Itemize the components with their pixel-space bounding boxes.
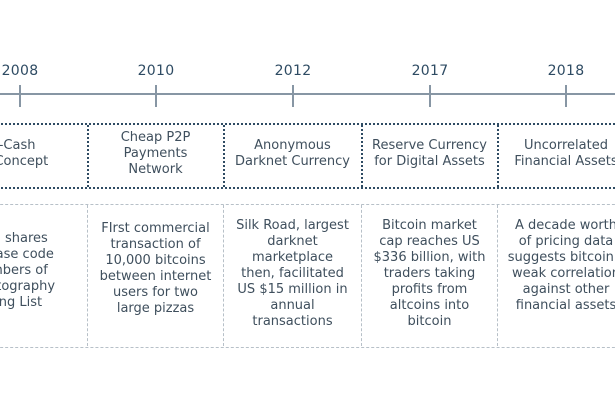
phase-2012-line: Anonymous [254,138,331,153]
year-label-2018: 2018 [547,63,585,79]
phase-2010-line: Cheap P2P [120,130,191,145]
detail-2010-line: FIrst commercial [101,221,210,236]
phase-2010-line: Payments [123,146,188,161]
detail-2017-line: $336 billion, with [373,250,486,265]
detail-2018-line: financial assets [515,298,615,313]
phase-2012-line: Darknet Currency [235,154,350,169]
phase-divider [497,125,499,187]
detail-2018-line: against other [522,282,610,297]
detail-2010-line: 10,000 bitcoins [105,253,206,268]
detail-2017-line: bitcoin [407,314,452,329]
year-label-2017: 2017 [411,63,449,79]
phase-divider [87,125,89,187]
detail-2012-line: marketplace [251,250,334,265]
detail-row-border [0,204,615,348]
phase-2010-line: Network [128,162,183,177]
detail-2012-line: transactions [252,314,333,329]
detail-divider [223,205,224,346]
detail-2008-line: ryptography [0,279,56,294]
phase-2017: Reserve Currency for Digital Assets [362,123,497,185]
detail-2018-line: suggests bitcoin's [507,250,615,265]
detail-2008-line: elease code [0,247,54,262]
detail-2017: Bitcoin market cap reaches US $336 billi… [362,218,497,330]
detail-2017-line: profits from [391,282,468,297]
detail-divider [361,205,362,346]
phase-2018-line: Financial Assets [514,154,615,169]
phase-row-border [0,123,615,189]
detail-2018: A decade worth of pricing data suggests … [498,218,615,314]
detail-2017-line: Bitcoin market [382,218,477,233]
phase-2017-line: Reserve Currency [372,138,487,153]
axis-tick-2008 [19,85,21,107]
detail-2008-line: shi shares [0,231,48,246]
detail-divider [87,205,88,346]
phase-2008-line: E-Cash [0,138,36,153]
detail-2012: Silk Road, largest darknet marketplace t… [224,218,361,330]
detail-2018-line: weak correlation [511,266,615,281]
year-label-2010: 2010 [137,63,175,79]
detail-2010-line: users for two [113,285,198,300]
detail-2017-line: cap reaches US [379,234,480,249]
phase-2018: Uncorrelated Financial Assets [498,123,615,185]
year-label-2008: 2008 [1,63,39,79]
phase-divider [361,125,363,187]
phase-2010: Cheap P2P Payments Network [88,123,223,185]
detail-2012-line: Silk Road, largest [236,218,349,233]
axis-tick-2012 [292,85,294,107]
detail-2012-line: darknet [267,234,318,249]
axis-tick-2017 [429,85,431,107]
detail-2017-line: altcoins into [389,298,470,313]
phase-2008-line: of Concept [0,154,49,169]
detail-2018-line: A decade worth [514,218,615,233]
detail-2010-line: transaction of [110,237,201,252]
detail-divider [497,205,498,346]
axis-tick-2018 [565,85,567,107]
phase-2008: E-Cash of Concept [0,123,86,185]
detail-2012-line: annual [270,298,315,313]
detail-2012-line: US $15 million in [237,282,348,297]
phase-2018-line: Uncorrelated [524,138,608,153]
detail-2010: FIrst commercial transaction of 10,000 b… [88,221,223,317]
detail-2008-line: embers of [0,263,48,278]
phase-2017-line: for Digital Assets [374,154,485,169]
detail-2010-line: between internet [99,269,212,284]
phase-2012: Anonymous Darknet Currency [224,123,361,185]
year-label-2012: 2012 [274,63,312,79]
detail-2012-line: then, facilitated [241,266,344,281]
detail-2018-line: of pricing data [518,234,614,249]
axis-tick-2010 [155,85,157,107]
timeline-axis [0,93,615,95]
phase-divider [223,125,225,187]
detail-2017-line: traders taking [383,266,476,281]
detail-2008-line: iling List [0,295,43,310]
detail-2010-line: large pizzas [116,301,195,316]
detail-2008: shi shares elease code embers of ryptogr… [0,231,80,311]
